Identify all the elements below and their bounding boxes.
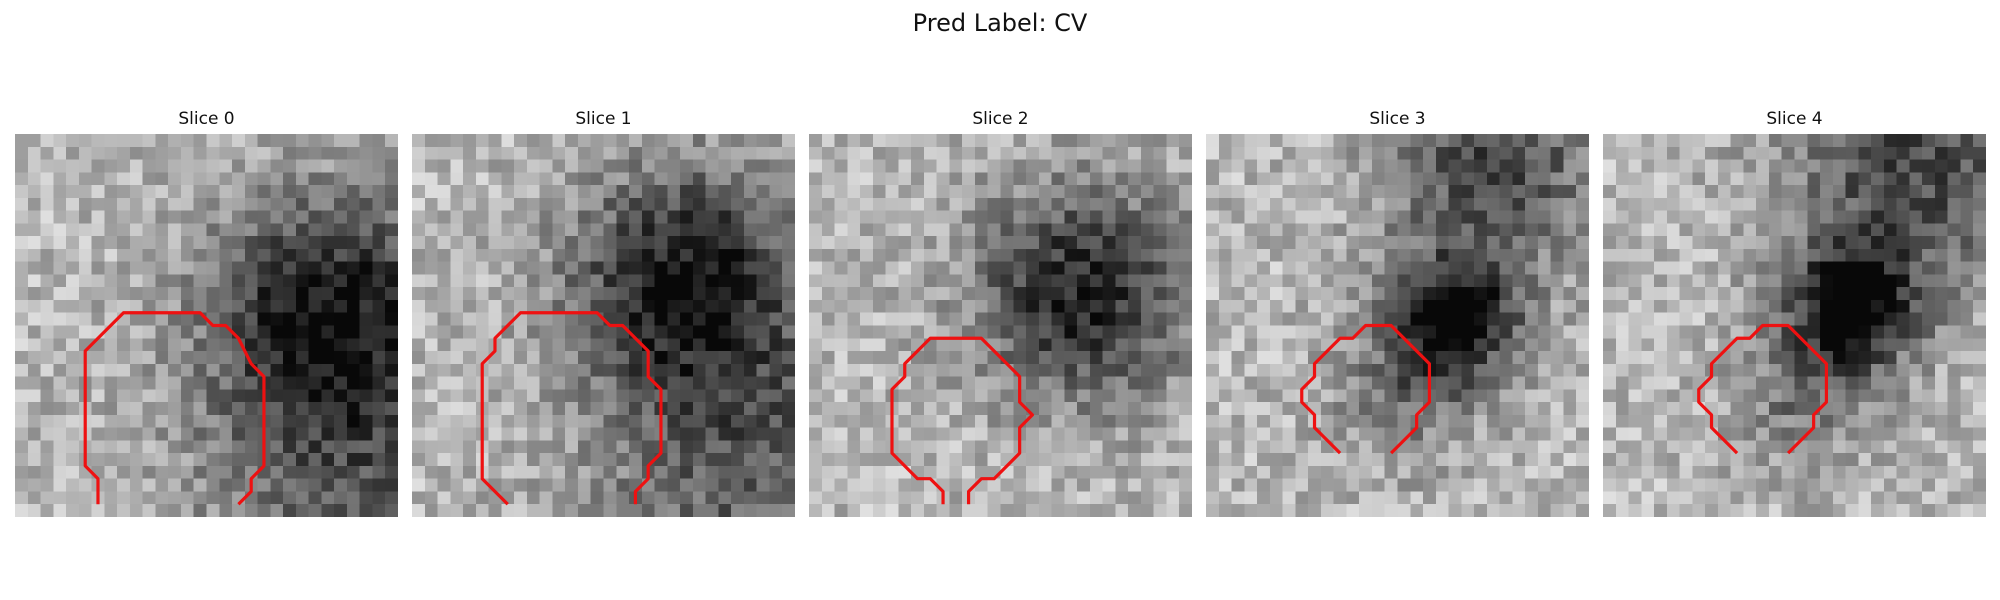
panel-title: Slice 4 <box>1766 109 1823 129</box>
segmentation-contour <box>1697 323 1829 455</box>
panel-title: Slice 2 <box>972 109 1029 129</box>
panel-slice-0: Slice 0 <box>15 108 398 517</box>
panel-slice-3: Slice 3 <box>1206 108 1589 517</box>
segmentation-contour <box>1300 323 1432 455</box>
segmentation-contour <box>83 311 266 506</box>
slice-image <box>15 134 398 517</box>
slice-pixels <box>15 134 398 517</box>
panel-title: Slice 1 <box>575 109 632 129</box>
slice-image <box>809 134 1192 517</box>
slice-image <box>1206 134 1589 517</box>
slice-pixels <box>412 134 795 517</box>
segmentation-contour <box>480 311 663 506</box>
figure-title: Pred Label: CV <box>912 9 1088 37</box>
panel-title: Slice 3 <box>1369 109 1426 129</box>
panel-slice-1: Slice 1 <box>412 108 795 517</box>
slice-pixels <box>809 134 1192 517</box>
panel-title: Slice 0 <box>178 109 235 129</box>
segmentation-contour <box>890 336 1035 505</box>
slice-image <box>412 134 795 517</box>
panel-slice-4: Slice 4 <box>1603 108 1986 517</box>
slice-image <box>1603 134 1986 517</box>
slice-pixels <box>1603 134 1986 517</box>
panel-slice-2: Slice 2 <box>809 108 1192 517</box>
slice-pixels <box>1206 134 1589 517</box>
